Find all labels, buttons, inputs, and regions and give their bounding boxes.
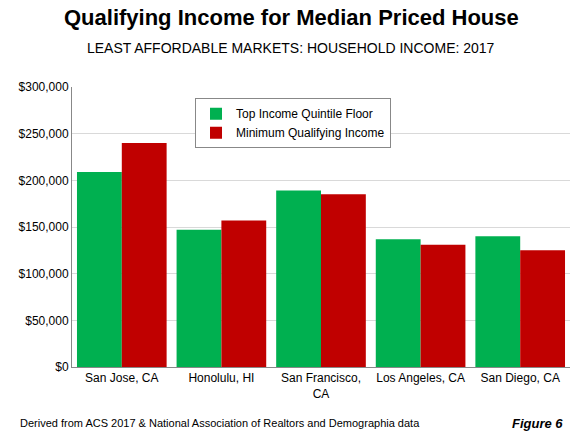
svg-text:Minimum Qualifying Income: Minimum Qualifying Income (236, 126, 384, 140)
svg-text:San Jose, CA: San Jose, CA (85, 371, 158, 385)
svg-text:LEAST AFFORDABLE MARKETS: HOUS: LEAST AFFORDABLE MARKETS: HOUSEHOLD INCO… (87, 40, 495, 56)
svg-text:Derived from ACS 2017 & Nation: Derived from ACS 2017 & National Associa… (20, 417, 420, 429)
svg-text:$200,000: $200,000 (19, 174, 69, 188)
svg-text:Figure 6: Figure 6 (512, 416, 563, 431)
svg-text:$100,000: $100,000 (19, 267, 69, 281)
svg-text:Los Angeles, CA: Los Angeles, CA (376, 371, 465, 385)
svg-text:Qualifying Income for Median P: Qualifying Income for Median Priced Hous… (64, 5, 519, 30)
svg-text:San Francisco,CA: San Francisco,CA (281, 371, 361, 401)
svg-text:San Diego, CA: San Diego, CA (481, 371, 560, 385)
svg-text:Honolulu, HI: Honolulu, HI (188, 371, 254, 385)
svg-text:$250,000: $250,000 (19, 127, 69, 141)
svg-text:$150,000: $150,000 (19, 220, 69, 234)
svg-text:$0: $0 (55, 360, 69, 374)
svg-text:$300,000: $300,000 (19, 80, 69, 94)
svg-text:$50,000: $50,000 (25, 314, 69, 328)
svg-text:Top Income Quintile Floor: Top Income Quintile Floor (236, 107, 373, 121)
